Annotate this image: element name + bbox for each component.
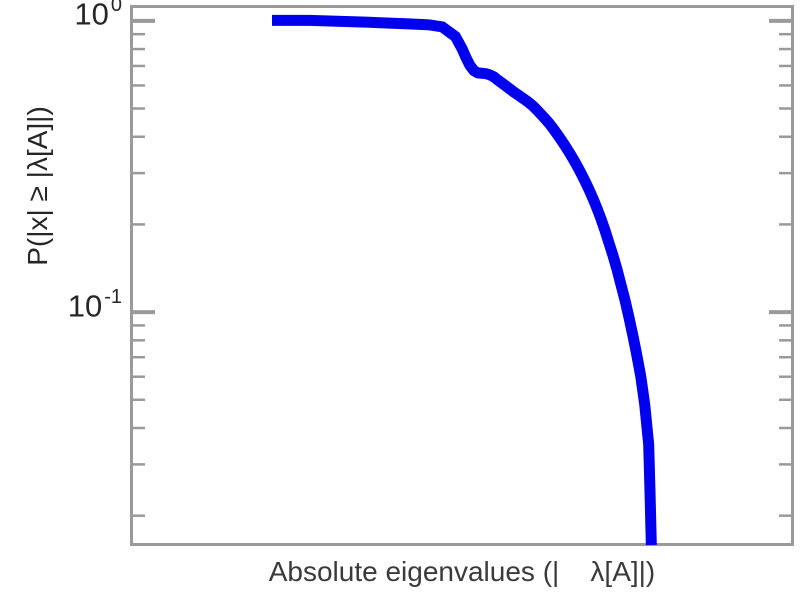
data-series bbox=[272, 14, 657, 546]
ytick-mantissa: 10 bbox=[74, 0, 109, 32]
y-axis-title: P(|x| ≥ |λ[A]|) bbox=[22, 106, 53, 266]
ytick-label-1e0: 10 0 bbox=[40, 0, 122, 33]
ytick-exponent: 0 bbox=[110, 0, 122, 17]
ytick-exponent: -1 bbox=[104, 285, 122, 308]
plot-frame bbox=[130, 5, 794, 546]
series-line bbox=[272, 14, 657, 546]
axis-ticks bbox=[131, 18, 793, 517]
x-axis-title: Absolute eigenvalues (| λ[A]|) bbox=[268, 556, 656, 587]
ytick-mantissa: 10 bbox=[67, 287, 103, 323]
ytick-label-1e-1: 10 -1 bbox=[40, 285, 122, 324]
